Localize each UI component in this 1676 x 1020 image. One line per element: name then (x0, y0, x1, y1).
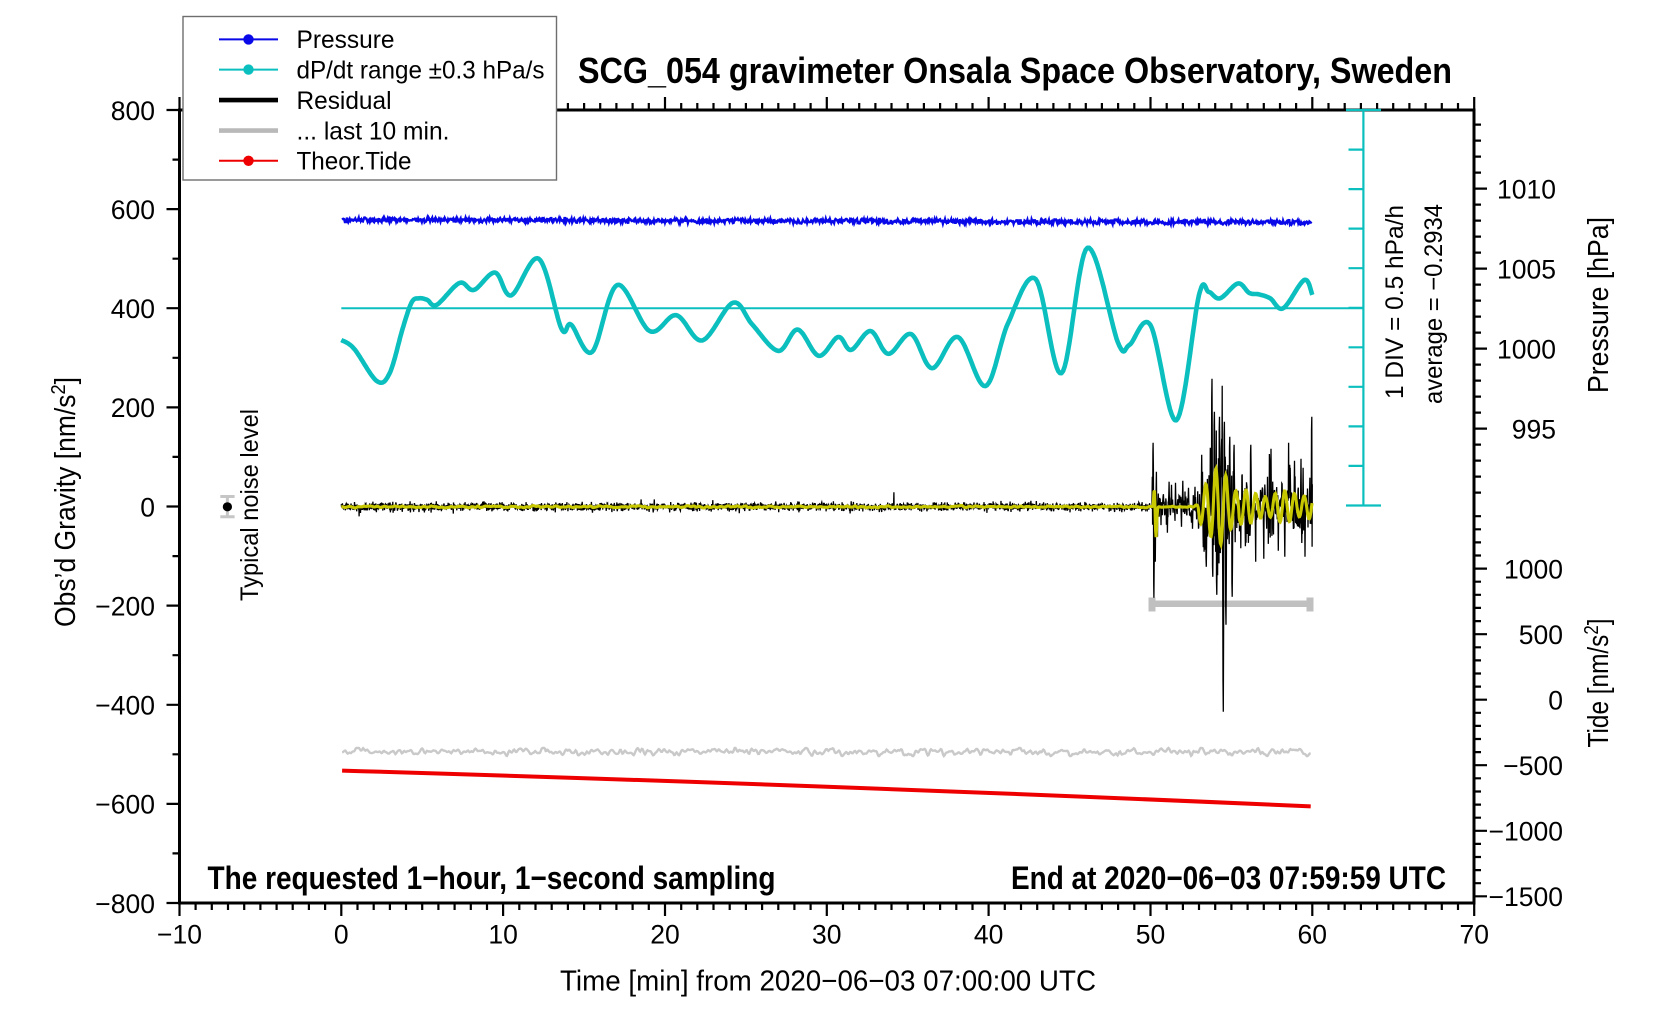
svg-text:1 DIV = 0.5 hPa/h: 1 DIV = 0.5 hPa/h (1381, 205, 1409, 399)
svg-text:995: 995 (1512, 414, 1556, 444)
svg-text:End at 2020−06−03 07:59:59 UTC: End at 2020−06−03 07:59:59 UTC (1011, 860, 1446, 896)
svg-text:Theor.Tide: Theor.Tide (297, 148, 412, 176)
svg-text:average = −0.2934: average = −0.2934 (1420, 204, 1448, 404)
svg-text:40: 40 (974, 920, 1003, 950)
svg-text:10: 10 (488, 920, 517, 950)
svg-text:dP/dt range ±0.3 hPa/s: dP/dt range ±0.3 hPa/s (297, 56, 545, 84)
svg-text:−10: −10 (157, 920, 202, 950)
svg-text:500: 500 (1519, 620, 1563, 650)
svg-text:−600: −600 (95, 790, 155, 820)
svg-text:0: 0 (140, 492, 155, 522)
svg-text:1000: 1000 (1497, 334, 1556, 364)
svg-text:60: 60 (1298, 920, 1327, 950)
svg-text:50: 50 (1136, 920, 1165, 950)
svg-text:Obs’d Gravity [nm/s2]: Obs’d Gravity [nm/s2] (48, 377, 82, 627)
svg-text:Pressure [hPa]: Pressure [hPa] (1583, 217, 1615, 393)
svg-text:Time [min] from 2020−06−03 07:: Time [min] from 2020−06−03 07:00:00 UTC (560, 965, 1096, 997)
svg-text:1010: 1010 (1497, 174, 1556, 204)
svg-text:−1500: −1500 (1489, 882, 1563, 912)
svg-text:400: 400 (111, 294, 155, 324)
svg-text:30: 30 (812, 920, 841, 950)
svg-text:SCG_054 gravimeter Onsala Spac: SCG_054 gravimeter Onsala Space Observat… (578, 50, 1452, 91)
svg-text:20: 20 (650, 920, 679, 950)
svg-text:70: 70 (1459, 920, 1488, 950)
svg-text:The requested 1−hour, 1−second: The requested 1−hour, 1−second sampling (208, 860, 776, 896)
svg-text:Pressure: Pressure (297, 26, 395, 54)
svg-text:Residual: Residual (297, 87, 392, 115)
svg-text:−200: −200 (95, 591, 155, 621)
svg-text:−500: −500 (1503, 751, 1563, 781)
svg-text:−400: −400 (95, 691, 155, 721)
svg-text:−1000: −1000 (1489, 817, 1563, 847)
svg-text:200: 200 (111, 393, 155, 423)
svg-text:... last 10 min.: ... last 10 min. (297, 117, 450, 145)
svg-text:600: 600 (111, 195, 155, 225)
svg-text:800: 800 (111, 96, 155, 126)
svg-text:0: 0 (1548, 686, 1563, 716)
svg-text:Tide [nm/s2]: Tide [nm/s2] (1581, 619, 1615, 748)
svg-text:Typical noise level: Typical noise level (236, 409, 264, 601)
svg-text:−800: −800 (95, 889, 155, 919)
svg-text:0: 0 (334, 920, 349, 950)
svg-text:1000: 1000 (1504, 554, 1563, 584)
svg-text:1005: 1005 (1497, 254, 1556, 284)
